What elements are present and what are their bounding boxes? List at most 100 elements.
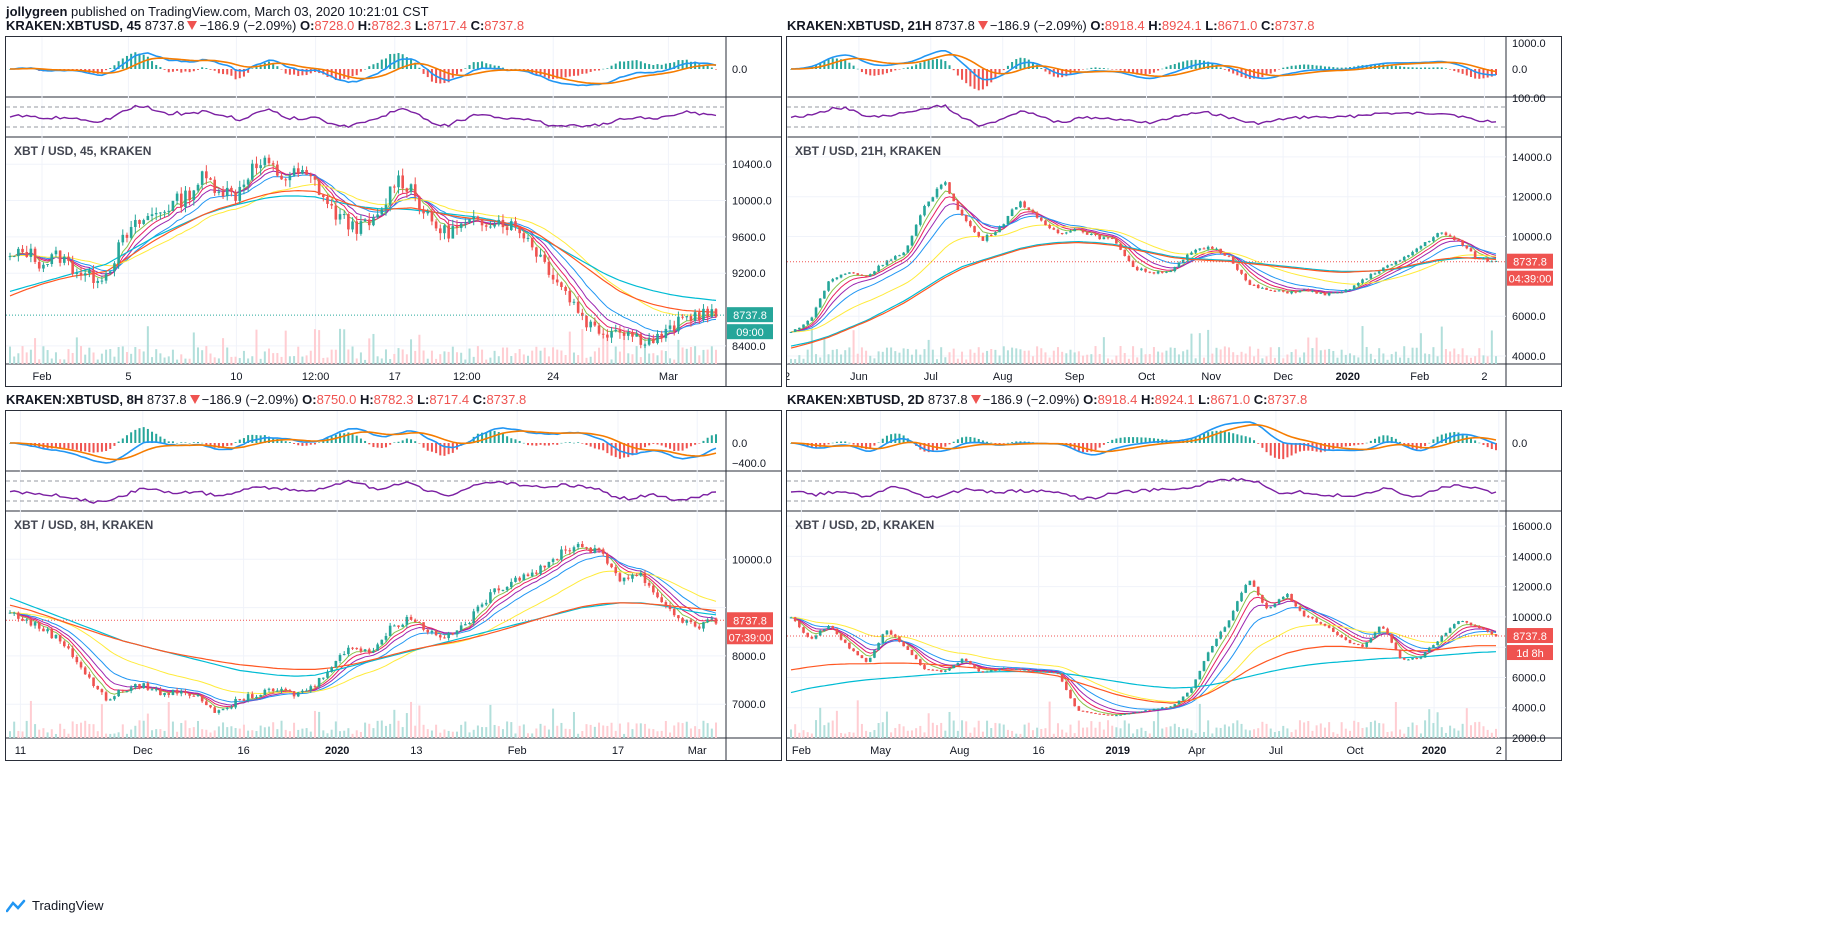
macd-histogram-bar	[364, 440, 367, 443]
macd-histogram-bar	[1161, 68, 1164, 70]
volume-bar	[1144, 354, 1147, 364]
volume-bar	[1399, 357, 1402, 364]
candle-body	[489, 226, 492, 228]
candle-body	[798, 327, 801, 330]
candle-body	[1119, 243, 1122, 250]
candle-body	[1294, 291, 1298, 293]
candle-body	[843, 273, 847, 275]
volume-bar	[556, 349, 559, 364]
candle-body	[1048, 225, 1051, 229]
volume-bar	[1015, 733, 1018, 738]
ema-line-ema_mid	[790, 203, 1497, 333]
volume-bar	[1077, 720, 1080, 738]
macd-histogram-bar	[1461, 69, 1464, 74]
macd-histogram-bar	[706, 65, 709, 69]
macd-histogram-bar	[430, 69, 433, 82]
candle-body	[1240, 269, 1243, 274]
candle-body	[1315, 618, 1318, 623]
macd-histogram-bar	[159, 67, 162, 69]
chart-pane-2d[interactable]: 8737.8 1d 8h 16000.0 14000.0 12000.0 10000.0 6…	[786, 410, 1562, 761]
volume-bar	[677, 722, 680, 738]
volume-bar	[589, 724, 592, 738]
volume-bar	[798, 732, 801, 738]
candle-body	[351, 647, 354, 649]
volume-bar	[681, 723, 684, 738]
candle-body	[1094, 233, 1097, 235]
price-tick-label: 7000.0	[732, 699, 766, 711]
macd-histogram-bar	[685, 443, 688, 449]
candle-body	[1148, 710, 1152, 712]
candle-body	[1244, 585, 1248, 593]
macd-histogram-bar	[397, 441, 400, 443]
chart-pane-8h[interactable]: 8737.8 07:39:00 10000.0 8000.0 7000.0 11 Dec 16…	[5, 410, 782, 761]
volume-bar	[1303, 722, 1306, 738]
volume-bar	[309, 350, 312, 364]
volume-bar	[464, 721, 467, 738]
macd-histogram-bar	[1453, 69, 1456, 72]
volume-bar	[923, 732, 926, 738]
candle-body	[1448, 628, 1452, 633]
x-tick-label: Oct	[1346, 745, 1363, 757]
macd-histogram-bar	[301, 443, 304, 446]
candle-body	[622, 332, 626, 336]
candle-body	[1440, 635, 1444, 642]
macd-histogram-bar	[167, 69, 170, 73]
macd-histogram-bar	[180, 69, 183, 73]
author-name[interactable]: jollygreen	[6, 4, 68, 19]
volume-bar	[130, 353, 133, 364]
macd-histogram-bar	[1140, 437, 1143, 443]
candle-body	[1490, 631, 1494, 635]
volume-bar	[1461, 723, 1464, 738]
candle-body	[689, 316, 693, 322]
macd-histogram-bar	[146, 56, 149, 69]
macd-histogram-bar	[1132, 437, 1135, 443]
chart-pane-45[interactable]: 8737.8 09:00 10400.0 10000.0 9600.0 9200.0 840…	[5, 36, 782, 387]
macd-histogram-bar	[376, 443, 379, 448]
candle-body	[17, 612, 20, 619]
macd-histogram-bar	[217, 443, 220, 448]
volume-bar	[1357, 357, 1360, 364]
volume-bar	[631, 354, 634, 364]
volume-bar	[835, 710, 838, 738]
candle-body	[789, 331, 793, 333]
candle-body	[1186, 692, 1189, 697]
volume-bar	[1002, 724, 1005, 738]
macd-histogram-bar	[572, 442, 575, 444]
candle-body	[121, 234, 125, 243]
macd-histogram-bar	[105, 443, 108, 451]
volume-bar	[1290, 352, 1293, 364]
candle-body	[501, 219, 505, 228]
countdown-label: 07:39:00	[729, 632, 772, 644]
macd-histogram-bar	[1495, 69, 1497, 76]
volume-bar	[217, 358, 220, 364]
candle-body	[960, 658, 964, 663]
volume-bar	[1119, 728, 1122, 738]
volume-bar	[1140, 348, 1143, 364]
rsi-line	[790, 477, 1497, 500]
macd-histogram-bar	[1344, 443, 1347, 447]
chart-pane-21h[interactable]: 8737.8 04:39:00 14000.0 12000.0 10000.0 6000.…	[786, 36, 1562, 387]
candle-body	[1002, 224, 1006, 227]
candle-body	[213, 707, 216, 713]
volume-bar	[196, 720, 199, 738]
volume-bar	[1027, 350, 1030, 364]
candle-body	[1060, 673, 1064, 682]
candle-body	[1432, 237, 1435, 242]
volume-bar	[990, 349, 993, 364]
volume-bar	[1353, 355, 1356, 364]
volume-bar	[572, 712, 575, 738]
candle-body	[1090, 712, 1093, 714]
candle-body	[67, 646, 70, 649]
candle-body	[1077, 706, 1081, 711]
macd-histogram-bar	[848, 62, 851, 69]
tradingview-logo[interactable]: TradingView	[6, 898, 104, 913]
macd-histogram-bar	[251, 434, 254, 443]
macd-histogram-bar	[1107, 68, 1110, 70]
macd-histogram-bar	[443, 443, 446, 456]
macd-histogram-bar	[1273, 69, 1276, 72]
volume-bar	[819, 357, 822, 364]
volume-bar	[810, 733, 813, 738]
macd-histogram-bar	[823, 60, 826, 69]
macd-histogram-bar	[192, 442, 195, 443]
candle-body	[639, 334, 643, 345]
